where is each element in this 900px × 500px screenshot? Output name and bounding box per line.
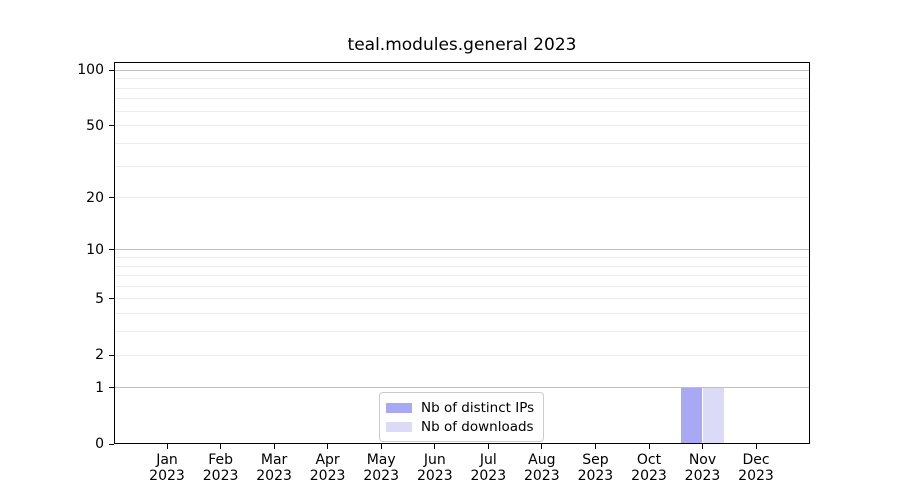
legend-swatch — [386, 402, 412, 413]
x-tick-mark — [327, 444, 329, 449]
x-tick-label: Sep 2023 — [577, 452, 614, 484]
gridline — [114, 110, 810, 112]
gridline — [114, 142, 810, 144]
x-tick-mark — [380, 444, 382, 449]
y-tick-label: 50 — [86, 117, 104, 134]
y-tick-label: 2 — [95, 347, 104, 364]
legend-label: Nb of distinct IPs — [421, 399, 535, 416]
y-tick-label: 100 — [77, 62, 104, 79]
gridline — [114, 87, 810, 89]
gridline — [114, 249, 810, 251]
gridline — [114, 275, 810, 277]
gridline — [114, 165, 810, 167]
y-tick-mark — [109, 387, 114, 389]
y-tick-label: 10 — [86, 241, 104, 258]
legend-swatch — [386, 421, 412, 432]
x-tick-label: Aug 2023 — [523, 452, 560, 484]
x-tick-mark — [541, 444, 543, 449]
legend-item: Nb of distinct IPs — [386, 398, 534, 417]
gridline — [114, 197, 810, 198]
y-tick-mark — [109, 125, 114, 127]
x-tick-mark — [594, 444, 596, 449]
x-tick-mark — [434, 444, 436, 449]
legend: Nb of distinct IPs Nb of downloads — [379, 392, 545, 442]
gridline — [114, 387, 810, 389]
gridline — [114, 257, 810, 259]
y-tick-mark — [109, 69, 114, 71]
x-tick-label: Jul 2023 — [470, 452, 507, 484]
x-tick-mark — [166, 444, 168, 449]
y-tick-label: 0 — [95, 436, 104, 452]
x-tick-mark — [273, 444, 275, 449]
x-tick-label: Mar 2023 — [256, 452, 292, 484]
gridline — [114, 78, 810, 80]
gridline — [114, 69, 810, 71]
legend-label: Nb of downloads — [421, 418, 534, 435]
x-tick-label: Nov 2023 — [684, 452, 721, 484]
x-tick-label: Apr 2023 — [309, 452, 346, 484]
gridline — [114, 98, 810, 100]
gridline — [114, 331, 810, 333]
y-tick-mark — [109, 249, 114, 251]
x-tick-mark — [755, 444, 757, 449]
x-tick-label: Feb 2023 — [202, 452, 239, 484]
bar — [681, 387, 703, 444]
y-tick-mark — [109, 443, 114, 445]
y-tick-mark — [109, 354, 114, 356]
x-tick-mark — [648, 444, 650, 449]
x-tick-label: Jun 2023 — [416, 452, 453, 484]
y-tick-label: 5 — [95, 290, 104, 307]
y-tick-mark — [109, 197, 114, 198]
gridline — [114, 286, 810, 287]
chart-title: teal.modules.general 2023 — [347, 35, 577, 55]
gridline — [114, 354, 810, 356]
x-tick-label: Jan 2023 — [149, 452, 185, 484]
y-tick-mark — [109, 298, 114, 300]
y-tick-label: 1 — [95, 379, 104, 396]
gridline — [114, 298, 810, 300]
x-tick-mark — [702, 444, 703, 449]
bar — [702, 387, 724, 444]
gridline — [114, 313, 810, 315]
gridline — [114, 265, 810, 267]
x-tick-label: May 2023 — [363, 452, 399, 484]
x-tick-label: Dec 2023 — [738, 452, 774, 484]
legend-item: Nb of downloads — [386, 417, 534, 436]
x-tick-mark — [487, 444, 489, 449]
x-tick-mark — [220, 444, 222, 449]
gridline — [114, 125, 810, 127]
y-tick-label: 20 — [86, 189, 104, 206]
x-tick-label: Oct 2023 — [631, 452, 667, 484]
